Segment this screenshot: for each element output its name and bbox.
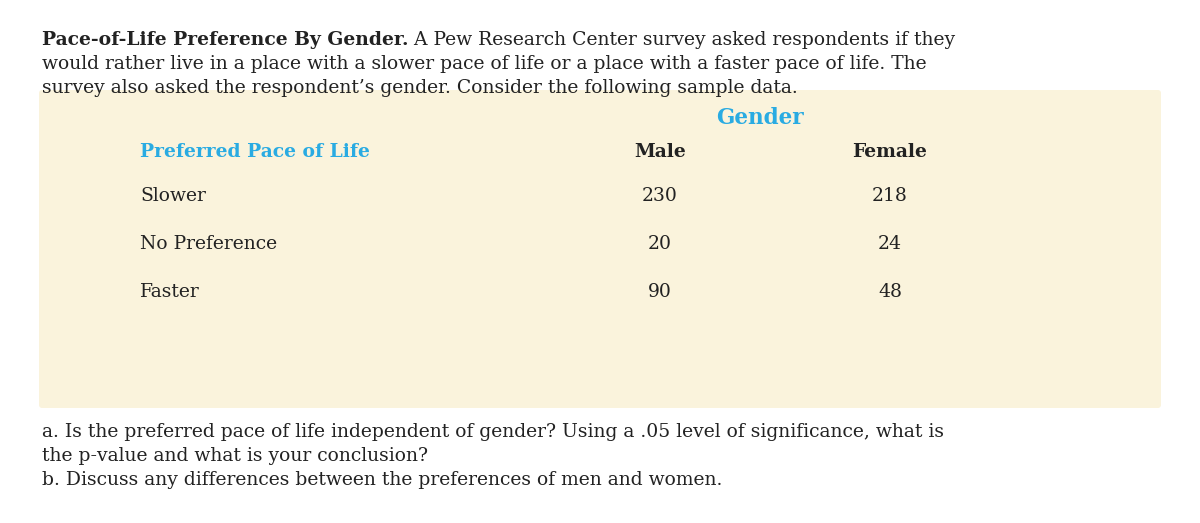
Text: A Pew Research Center survey asked respondents if they: A Pew Research Center survey asked respo… — [408, 31, 955, 49]
Text: survey also asked the respondent’s gender. Consider the following sample data.: survey also asked the respondent’s gende… — [42, 79, 798, 97]
FancyBboxPatch shape — [38, 90, 1162, 408]
Text: 20: 20 — [648, 235, 672, 253]
Text: 48: 48 — [878, 283, 902, 301]
Text: Male: Male — [634, 143, 686, 161]
Text: 230: 230 — [642, 187, 678, 205]
Text: Preferred Pace of Life: Preferred Pace of Life — [140, 143, 370, 161]
Text: b. Discuss any differences between the preferences of men and women.: b. Discuss any differences between the p… — [42, 471, 722, 489]
Text: Faster: Faster — [140, 283, 199, 301]
Text: No Preference: No Preference — [140, 235, 277, 253]
Text: Slower: Slower — [140, 187, 206, 205]
Text: a. Is the preferred pace of life independent of gender? Using a .05 level of sig: a. Is the preferred pace of life indepen… — [42, 423, 944, 441]
Text: 24: 24 — [878, 235, 902, 253]
Text: Gender: Gender — [716, 107, 804, 129]
Text: Pace-of-Life Preference By Gender.: Pace-of-Life Preference By Gender. — [42, 31, 408, 49]
Text: 218: 218 — [872, 187, 908, 205]
Text: the p-value and what is your conclusion?: the p-value and what is your conclusion? — [42, 447, 428, 465]
Text: Female: Female — [852, 143, 928, 161]
Text: 90: 90 — [648, 283, 672, 301]
Text: would rather live in a place with a slower pace of life or a place with a faster: would rather live in a place with a slow… — [42, 55, 926, 73]
